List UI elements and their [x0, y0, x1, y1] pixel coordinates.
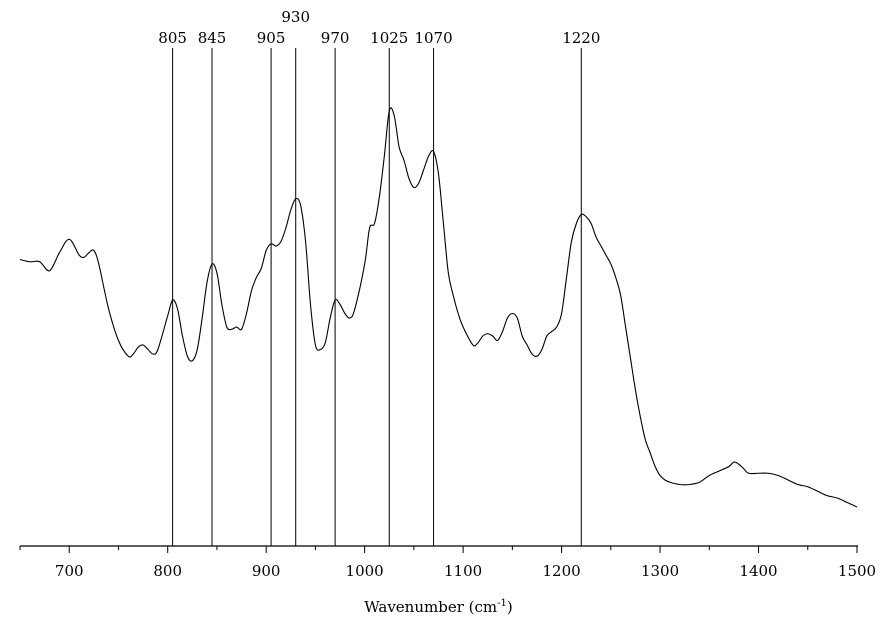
x-tick-label-900: 900 — [252, 562, 281, 580]
x-axis-ticks — [19, 546, 858, 553]
x-tick-label-1300: 1300 — [641, 562, 679, 580]
peak-label-1025: 1025 — [370, 29, 408, 47]
peak-label-905: 905 — [257, 29, 286, 47]
peak-label-930: 930 — [281, 8, 310, 26]
x-tick-label-1200: 1200 — [542, 562, 580, 580]
x-axis-tick-labels: 700 800 900 1000 1100 1200 1300 1400 1500 — [55, 562, 876, 580]
peak-label-1220: 1220 — [562, 29, 600, 47]
x-tick-label-800: 800 — [153, 562, 182, 580]
x-tick-label-700: 700 — [55, 562, 84, 580]
peak-label-805: 805 — [158, 29, 187, 47]
x-axis-title-superscript: -1 — [497, 598, 507, 609]
x-tick-label-1400: 1400 — [739, 562, 777, 580]
x-tick-label-1100: 1100 — [444, 562, 482, 580]
peak-label-970: 970 — [321, 29, 350, 47]
x-axis-title: Wavenumber (cm-1) — [364, 598, 512, 616]
peak-marker-labels: 805 845 905 930 970 1025 1070 1220 — [158, 8, 600, 47]
spectrum-series — [19, 107, 858, 508]
x-axis-title-close: ) — [507, 598, 513, 616]
x-tick-label-1500: 1500 — [838, 562, 876, 580]
x-axis-title-main: Wavenumber (cm — [364, 598, 497, 616]
spectrum-line — [19, 107, 858, 508]
peak-label-845: 845 — [198, 29, 227, 47]
peak-marker-lines — [172, 48, 582, 546]
x-tick-label-1000: 1000 — [346, 562, 384, 580]
peak-label-1070: 1070 — [414, 29, 452, 47]
